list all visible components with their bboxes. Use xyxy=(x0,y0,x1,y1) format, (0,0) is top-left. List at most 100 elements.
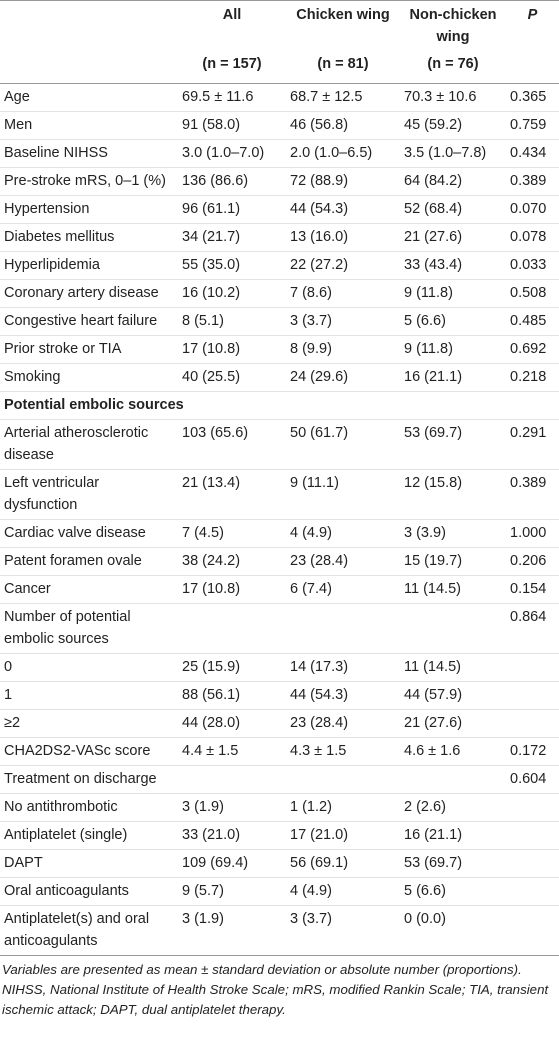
column-header: P xyxy=(527,6,538,23)
cell: 56 (69.1) xyxy=(286,849,400,878)
row-label: Treatment on discharge xyxy=(0,765,178,794)
cell: 44 (28.0) xyxy=(178,709,286,738)
row-label: Cancer xyxy=(0,575,178,604)
table-row: 0 25 (15.9) 14 (17.3) 11 (14.5) xyxy=(0,653,559,682)
cell: 44 (57.9) xyxy=(400,681,506,710)
table-row: Antiplatelet(s) and oral anticoagulants 3… xyxy=(0,905,559,956)
cell: 2 (2.6) xyxy=(400,793,506,822)
cell: 64 (84.2) xyxy=(400,167,506,196)
cell: 53 (69.7) xyxy=(400,849,506,878)
cell: 2.0 (1.0–6.5) xyxy=(286,139,400,168)
cell: 16 (21.1) xyxy=(400,821,506,850)
cell xyxy=(178,765,286,794)
table-row: Hypertension 96 (61.1) 44 (54.3) 52 (68.4) 0… xyxy=(0,195,559,224)
cell: 53 (69.7) xyxy=(400,419,506,470)
row-label: No antithrombotic xyxy=(0,793,178,822)
table-row: Coronary artery disease 16 (10.2) 7 (8.6) 9… xyxy=(0,279,559,308)
column-header: Non-chicken wing xyxy=(409,6,497,45)
row-label: Prior stroke or TIA xyxy=(0,335,178,364)
cell: 44 (54.3) xyxy=(286,681,400,710)
cell: 14 (17.3) xyxy=(286,653,400,682)
header-cell xyxy=(0,1,178,51)
cell: 70.3 ± 10.6 xyxy=(400,83,506,112)
row-label: Smoking xyxy=(0,363,178,392)
row-label: DAPT xyxy=(0,849,178,878)
footnote: Variables are presented as mean ± standa… xyxy=(2,961,549,1017)
cell: 0.070 xyxy=(506,195,559,224)
cell: 22 (27.2) xyxy=(286,251,400,280)
cell: 9 (5.7) xyxy=(178,877,286,906)
table-row: 1 88 (56.1) 44 (54.3) 44 (57.9) xyxy=(0,681,559,710)
row-label: Coronary artery disease xyxy=(0,279,178,308)
cell: 69.5 ± 11.6 xyxy=(178,83,286,112)
cell xyxy=(178,603,286,654)
cell: 5 (6.6) xyxy=(400,877,506,906)
table-row: Baseline NIHSS 3.0 (1.0–7.0) 2.0 (1.0–6.5)… xyxy=(0,139,559,168)
cell: 88 (56.1) xyxy=(178,681,286,710)
cell xyxy=(400,765,506,794)
cell: 44 (54.3) xyxy=(286,195,400,224)
cell: 0.172 xyxy=(506,737,559,766)
cell: 9 (11.1) xyxy=(286,469,400,520)
cell: 5 (6.6) xyxy=(400,307,506,336)
table-row: Congestive heart failure 8 (5.1) 3 (3.7) 5 … xyxy=(0,307,559,336)
cell: 3 (1.9) xyxy=(178,793,286,822)
cell: 34 (21.7) xyxy=(178,223,286,252)
table-row: ≥2 44 (28.0) 23 (28.4) 21 (27.6) xyxy=(0,709,559,738)
cell: 40 (25.5) xyxy=(178,363,286,392)
cell: 91 (58.0) xyxy=(178,111,286,140)
cell: 24 (29.6) xyxy=(286,363,400,392)
cell: 3 (3.7) xyxy=(286,905,400,956)
cell: 17 (21.0) xyxy=(286,821,400,850)
row-label: Left ventricular dysfunction xyxy=(0,469,178,520)
sample-size: (n = 157) xyxy=(178,50,286,84)
cell: 4 (4.9) xyxy=(286,877,400,906)
cell: 16 (10.2) xyxy=(178,279,286,308)
row-label: Baseline NIHSS xyxy=(0,139,178,168)
cell xyxy=(286,765,400,794)
cell: 38 (24.2) xyxy=(178,547,286,576)
cell: 0.864 xyxy=(506,603,559,654)
row-label: Age xyxy=(0,83,178,112)
cell: 11 (14.5) xyxy=(400,575,506,604)
cell: 45 (59.2) xyxy=(400,111,506,140)
cell: 0.692 xyxy=(506,335,559,364)
cell: 0.485 xyxy=(506,307,559,336)
cell: 0.033 xyxy=(506,251,559,280)
cell: 4.3 ± 1.5 xyxy=(286,737,400,766)
cell: 21 (27.6) xyxy=(400,223,506,252)
row-label: Hypertension xyxy=(0,195,178,224)
table-row: Hyperlipidemia 55 (35.0) 22 (27.2) 33 (43.4… xyxy=(0,251,559,280)
sample-size: (n = 81) xyxy=(286,50,400,84)
cell: 17 (10.8) xyxy=(178,575,286,604)
table-row: Patent foramen ovale 38 (24.2) 23 (28.4) 15… xyxy=(0,547,559,576)
table-row: Arterial atherosclerotic disease 103 (65.… xyxy=(0,419,559,470)
cell: 33 (43.4) xyxy=(400,251,506,280)
cell: 23 (28.4) xyxy=(286,547,400,576)
row-label: Cardiac valve disease xyxy=(0,519,178,548)
cell xyxy=(286,603,400,654)
cell: 3 (3.7) xyxy=(286,307,400,336)
cell: 0.434 xyxy=(506,139,559,168)
cell: 0.154 xyxy=(506,575,559,604)
cell: 50 (61.7) xyxy=(286,419,400,470)
row-label: Arterial atherosclerotic disease xyxy=(0,419,178,470)
column-header: Chicken wing xyxy=(296,6,390,23)
section-heading: Potential embolic sources xyxy=(0,391,286,420)
cell: 0.078 xyxy=(506,223,559,252)
cell xyxy=(506,793,559,822)
row-label: Men xyxy=(0,111,178,140)
table-body: Age 69.5 ± 11.6 68.7 ± 12.5 70.3 ± 10.6 0.36… xyxy=(0,83,559,956)
table-row: Cardiac valve disease 7 (4.5) 4 (4.9) 3 (3.… xyxy=(0,519,559,548)
cell: 12 (15.8) xyxy=(400,469,506,520)
row-label: Pre-stroke mRS, 0–1 (%) xyxy=(0,167,178,196)
cell: 0.759 xyxy=(506,111,559,140)
cell: 33 (21.0) xyxy=(178,821,286,850)
cell xyxy=(506,877,559,906)
cell: 9 (11.8) xyxy=(400,279,506,308)
cell: 0.206 xyxy=(506,547,559,576)
row-label: 1 xyxy=(0,681,178,710)
cell: 3.0 (1.0–7.0) xyxy=(178,139,286,168)
cell: 0.365 xyxy=(506,83,559,112)
